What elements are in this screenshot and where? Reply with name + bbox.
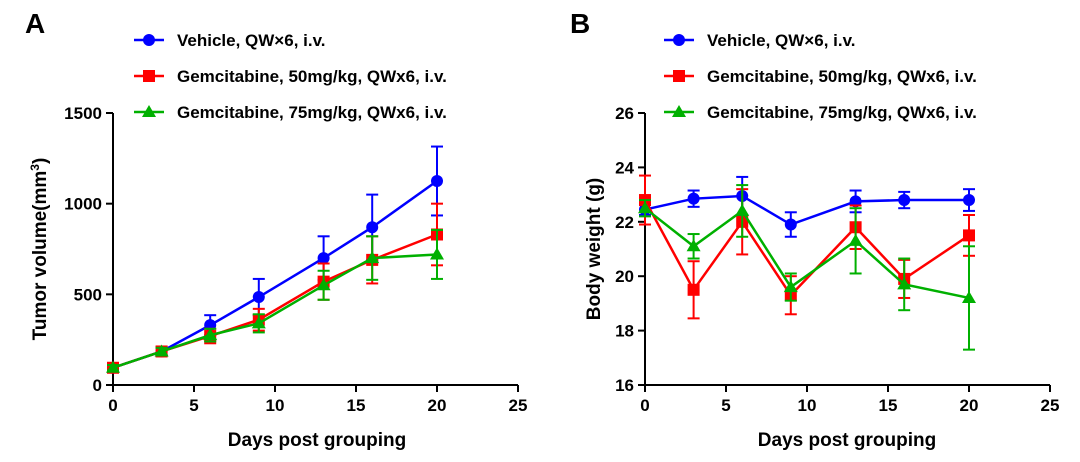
data-point-triangle [897,277,912,290]
legend-label: Gemcitabine, 75mg/kg, QWx6, i.v. [707,103,977,122]
x-tick-label: 5 [721,396,730,415]
data-point-circle [366,221,379,234]
legend-item-vehicle: Vehicle, QW×6, i.v. [664,31,856,50]
data-point-circle [431,175,443,187]
data-point-circle [849,195,862,208]
legend-label: Vehicle, QW×6, i.v. [177,31,326,50]
data-point-circle [317,252,330,265]
data-point-circle [963,194,975,207]
data-point-triangle [638,201,652,214]
y-tick-label: 16 [615,376,634,395]
data-point-triangle [735,203,750,216]
data-point-circle [784,218,797,231]
plot-area-b [638,174,976,351]
series-1 [107,145,443,374]
legend-item-gem50: Gemcitabine, 50mg/kg, QWx6, i.v. [664,67,977,86]
y-tick-label: 22 [615,213,634,232]
y-axis-title-b: Body weight (g) [584,178,605,320]
panel-label-a: A [25,8,45,39]
series-3 [106,228,444,373]
data-point-triangle [365,251,380,264]
x-tick-label: 15 [879,396,898,415]
legend-item-gem50: Gemcitabine, 50mg/kg, QWx6, i.v. [134,67,447,86]
y-tick-label: 1500 [64,104,102,123]
legend-marker-square [143,70,155,82]
legend-label: Gemcitabine, 75mg/kg, QWx6, i.v. [177,103,447,122]
axes-a: 0 5 10 15 20 25 0 500 1000 1500 [64,104,527,415]
legend-a: Vehicle, QW×6, i.v. Gemcitabine, 50mg/kg… [134,31,447,122]
y-tick-label: 500 [74,285,102,304]
panel-b: B Vehicle, QW×6, i.v. Gemcitabine, 50mg/… [570,8,1059,451]
y-axis-title-a: Tumor volume(mm3) [28,158,51,341]
data-point-square [687,283,700,296]
y-tick-label: 1000 [64,195,102,214]
y-axis-title-a-close: ) [30,158,51,164]
axes-b: 0 5 10 15 20 25 16 18 20 22 24 26 [615,104,1059,415]
legend-marker-triangle [672,105,686,117]
legend-marker-circle [673,34,685,46]
x-tick-label: 20 [960,396,979,415]
data-point-triangle [316,278,331,291]
y-axis-title-a-superscript: 3 [28,164,42,171]
plot-area-a [106,145,444,374]
x-tick-label: 5 [189,396,198,415]
legend-marker-triangle [142,105,156,117]
y-tick-label: 20 [615,267,634,286]
series-line [112,179,438,369]
data-point-triangle [251,316,266,329]
y-tick-label: 0 [93,376,102,395]
x-tick-label: 25 [1041,396,1060,415]
panel-label-b: B [570,8,590,39]
x-tick-label: 20 [428,396,447,415]
x-tick-label: 15 [347,396,366,415]
series-1 [639,175,975,238]
x-tick-label: 25 [509,396,528,415]
legend-label: Gemcitabine, 50mg/kg, QWx6, i.v. [707,67,977,86]
data-point-triangle [848,233,863,246]
data-point-circle [898,194,911,207]
x-tick-label: 10 [266,396,285,415]
data-point-triangle [154,344,169,357]
legend-item-gem75: Gemcitabine, 75mg/kg, QWx6, i.v. [134,103,447,122]
data-point-triangle [962,290,976,303]
legend-item-gem75: Gemcitabine, 75mg/kg, QWx6, i.v. [664,103,977,122]
x-axis-title-b: Days post grouping [758,430,936,451]
series-3 [638,184,976,351]
legend-marker-square [673,70,685,82]
legend-label: Gemcitabine, 50mg/kg, QWx6, i.v. [177,67,447,86]
y-tick-label: 18 [615,322,634,341]
legend-label: Vehicle, QW×6, i.v. [707,31,856,50]
data-point-square [963,229,975,242]
x-tick-label: 0 [108,396,117,415]
x-axis-title-a: Days post grouping [228,430,406,451]
data-point-triangle [686,239,701,252]
y-tick-label: 26 [615,104,634,123]
x-tick-label: 0 [640,396,649,415]
legend-b: Vehicle, QW×6, i.v. Gemcitabine, 50mg/kg… [664,31,977,122]
panel-a: A Vehicle, QW×6, i.v. Gemcitabine, 50mg/… [25,8,527,451]
legend-marker-circle [143,34,155,46]
data-point-triangle [430,247,444,260]
legend-item-vehicle: Vehicle, QW×6, i.v. [134,31,326,50]
data-point-triangle [106,360,120,373]
data-point-circle [687,192,700,205]
y-tick-label: 24 [615,158,634,177]
data-point-triangle [203,328,218,341]
data-point-triangle [783,280,798,293]
data-point-circle [252,291,265,304]
x-tick-label: 10 [798,396,817,415]
y-axis-title-a-main: Tumor volume(mm [30,171,51,341]
